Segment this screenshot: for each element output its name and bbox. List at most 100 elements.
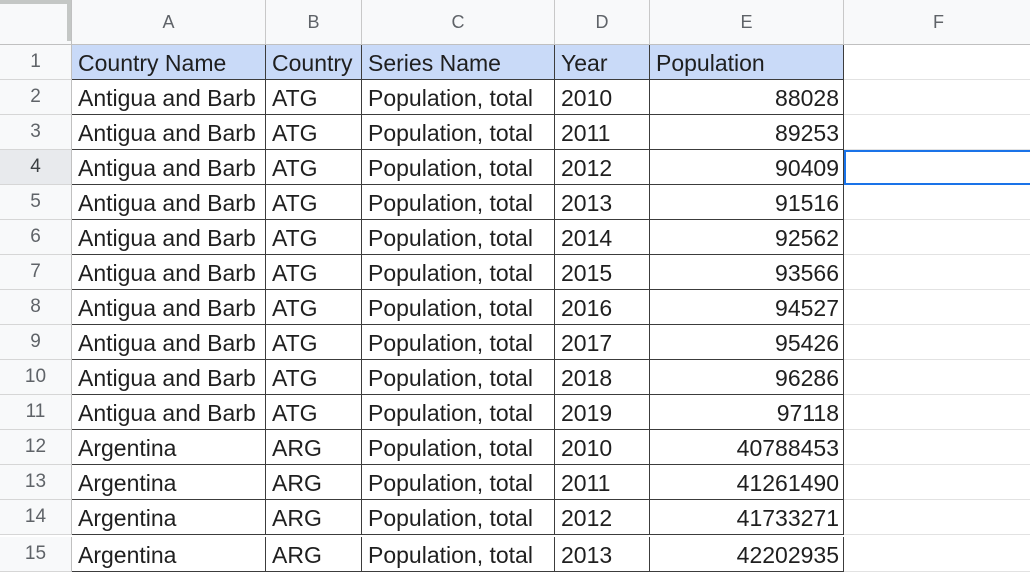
cell-c6[interactable]: Population, total bbox=[362, 220, 555, 255]
cell-d9[interactable]: 2017 bbox=[555, 325, 650, 360]
row-header-4[interactable]: 4 bbox=[0, 150, 72, 185]
header-cell-c[interactable]: Series Name bbox=[362, 45, 555, 80]
cell-e7[interactable]: 93566 bbox=[650, 255, 844, 290]
cell-c12[interactable]: Population, total bbox=[362, 430, 555, 465]
cell-b5[interactable]: ATG bbox=[266, 185, 362, 220]
cell-f14[interactable] bbox=[844, 500, 1030, 535]
row-header-10[interactable]: 10 bbox=[0, 360, 72, 395]
cell-e5[interactable]: 91516 bbox=[650, 185, 844, 220]
cell-a4[interactable]: Antigua and Barb bbox=[72, 150, 266, 185]
select-all-corner[interactable] bbox=[0, 0, 72, 45]
cell-b3[interactable]: ATG bbox=[266, 115, 362, 150]
cell-d2[interactable]: 2010 bbox=[555, 80, 650, 115]
cell-d3[interactable]: 2011 bbox=[555, 115, 650, 150]
row-header-5[interactable]: 5 bbox=[0, 185, 72, 220]
header-cell-e[interactable]: Population bbox=[650, 45, 844, 80]
cell-c5[interactable]: Population, total bbox=[362, 185, 555, 220]
cell-c11[interactable]: Population, total bbox=[362, 395, 555, 430]
cell-a12[interactable]: Argentina bbox=[72, 430, 266, 465]
cell-e6[interactable]: 92562 bbox=[650, 220, 844, 255]
column-header-d[interactable]: D bbox=[555, 0, 650, 45]
column-header-f[interactable]: F bbox=[844, 0, 1030, 45]
cell-e9[interactable]: 95426 bbox=[650, 325, 844, 360]
cell-a15[interactable]: Argentina bbox=[72, 537, 266, 572]
row-header-8[interactable]: 8 bbox=[0, 290, 72, 325]
cell-f15[interactable] bbox=[844, 537, 1030, 572]
cell-f12[interactable] bbox=[844, 430, 1030, 465]
cell-d15[interactable]: 2013 bbox=[555, 537, 650, 572]
row-header-9[interactable]: 9 bbox=[0, 325, 72, 360]
header-cell-a[interactable]: Country Name bbox=[72, 45, 266, 80]
cell-a11[interactable]: Antigua and Barb bbox=[72, 395, 266, 430]
cell-b11[interactable]: ATG bbox=[266, 395, 362, 430]
column-header-b[interactable]: B bbox=[266, 0, 362, 45]
cell-b7[interactable]: ATG bbox=[266, 255, 362, 290]
row-header-14[interactable]: 14 bbox=[0, 500, 72, 535]
cell-e2[interactable]: 88028 bbox=[650, 80, 844, 115]
cell-b10[interactable]: ATG bbox=[266, 360, 362, 395]
cell-b12[interactable]: ARG bbox=[266, 430, 362, 465]
cell-e12[interactable]: 40788453 bbox=[650, 430, 844, 465]
header-cell-f[interactable] bbox=[844, 45, 1030, 80]
cell-a8[interactable]: Antigua and Barb bbox=[72, 290, 266, 325]
cell-d8[interactable]: 2016 bbox=[555, 290, 650, 325]
row-header-3[interactable]: 3 bbox=[0, 115, 72, 150]
cell-d13[interactable]: 2011 bbox=[555, 465, 650, 500]
cell-a9[interactable]: Antigua and Barb bbox=[72, 325, 266, 360]
cell-e8[interactable]: 94527 bbox=[650, 290, 844, 325]
cell-c10[interactable]: Population, total bbox=[362, 360, 555, 395]
cell-d4[interactable]: 2012 bbox=[555, 150, 650, 185]
cell-f4[interactable] bbox=[844, 150, 1030, 185]
cell-f5[interactable] bbox=[844, 185, 1030, 220]
cell-d7[interactable]: 2015 bbox=[555, 255, 650, 290]
cell-f10[interactable] bbox=[844, 360, 1030, 395]
row-header-13[interactable]: 13 bbox=[0, 465, 72, 500]
cell-b9[interactable]: ATG bbox=[266, 325, 362, 360]
cell-c8[interactable]: Population, total bbox=[362, 290, 555, 325]
cell-d14[interactable]: 2012 bbox=[555, 500, 650, 535]
cell-d11[interactable]: 2019 bbox=[555, 395, 650, 430]
cell-f6[interactable] bbox=[844, 220, 1030, 255]
column-header-e[interactable]: E bbox=[650, 0, 844, 45]
cell-d10[interactable]: 2018 bbox=[555, 360, 650, 395]
header-cell-b[interactable]: Country bbox=[266, 45, 362, 80]
freeze-row-handle[interactable] bbox=[0, 0, 68, 4]
cell-f13[interactable] bbox=[844, 465, 1030, 500]
cell-a5[interactable]: Antigua and Barb bbox=[72, 185, 266, 220]
cell-c15[interactable]: Population, total bbox=[362, 537, 555, 572]
cell-c14[interactable]: Population, total bbox=[362, 500, 555, 535]
cell-e4[interactable]: 90409 bbox=[650, 150, 844, 185]
cell-a6[interactable]: Antigua and Barb bbox=[72, 220, 266, 255]
cell-c4[interactable]: Population, total bbox=[362, 150, 555, 185]
cell-e10[interactable]: 96286 bbox=[650, 360, 844, 395]
cell-d12[interactable]: 2010 bbox=[555, 430, 650, 465]
cell-b8[interactable]: ATG bbox=[266, 290, 362, 325]
row-header-11[interactable]: 11 bbox=[0, 395, 72, 430]
cell-d6[interactable]: 2014 bbox=[555, 220, 650, 255]
cell-e14[interactable]: 41733271 bbox=[650, 500, 844, 535]
cell-a3[interactable]: Antigua and Barb bbox=[72, 115, 266, 150]
row-header-15[interactable]: 15 bbox=[0, 537, 72, 572]
cell-f8[interactable] bbox=[844, 290, 1030, 325]
row-header-6[interactable]: 6 bbox=[0, 220, 72, 255]
cell-f9[interactable] bbox=[844, 325, 1030, 360]
row-header-2[interactable]: 2 bbox=[0, 80, 72, 115]
cell-a14[interactable]: Argentina bbox=[72, 500, 266, 535]
cell-a2[interactable]: Antigua and Barb bbox=[72, 80, 266, 115]
cell-f2[interactable] bbox=[844, 80, 1030, 115]
cell-f3[interactable] bbox=[844, 115, 1030, 150]
freeze-column-handle[interactable] bbox=[67, 0, 71, 41]
cell-b2[interactable]: ATG bbox=[266, 80, 362, 115]
cell-f11[interactable] bbox=[844, 395, 1030, 430]
cell-a7[interactable]: Antigua and Barb bbox=[72, 255, 266, 290]
cell-a13[interactable]: Argentina bbox=[72, 465, 266, 500]
cell-c7[interactable]: Population, total bbox=[362, 255, 555, 290]
cell-a10[interactable]: Antigua and Barb bbox=[72, 360, 266, 395]
cell-c9[interactable]: Population, total bbox=[362, 325, 555, 360]
cell-c13[interactable]: Population, total bbox=[362, 465, 555, 500]
row-header-7[interactable]: 7 bbox=[0, 255, 72, 290]
cell-b15[interactable]: ARG bbox=[266, 537, 362, 572]
cell-b13[interactable]: ARG bbox=[266, 465, 362, 500]
column-header-c[interactable]: C bbox=[362, 0, 555, 45]
row-header-12[interactable]: 12 bbox=[0, 430, 72, 465]
